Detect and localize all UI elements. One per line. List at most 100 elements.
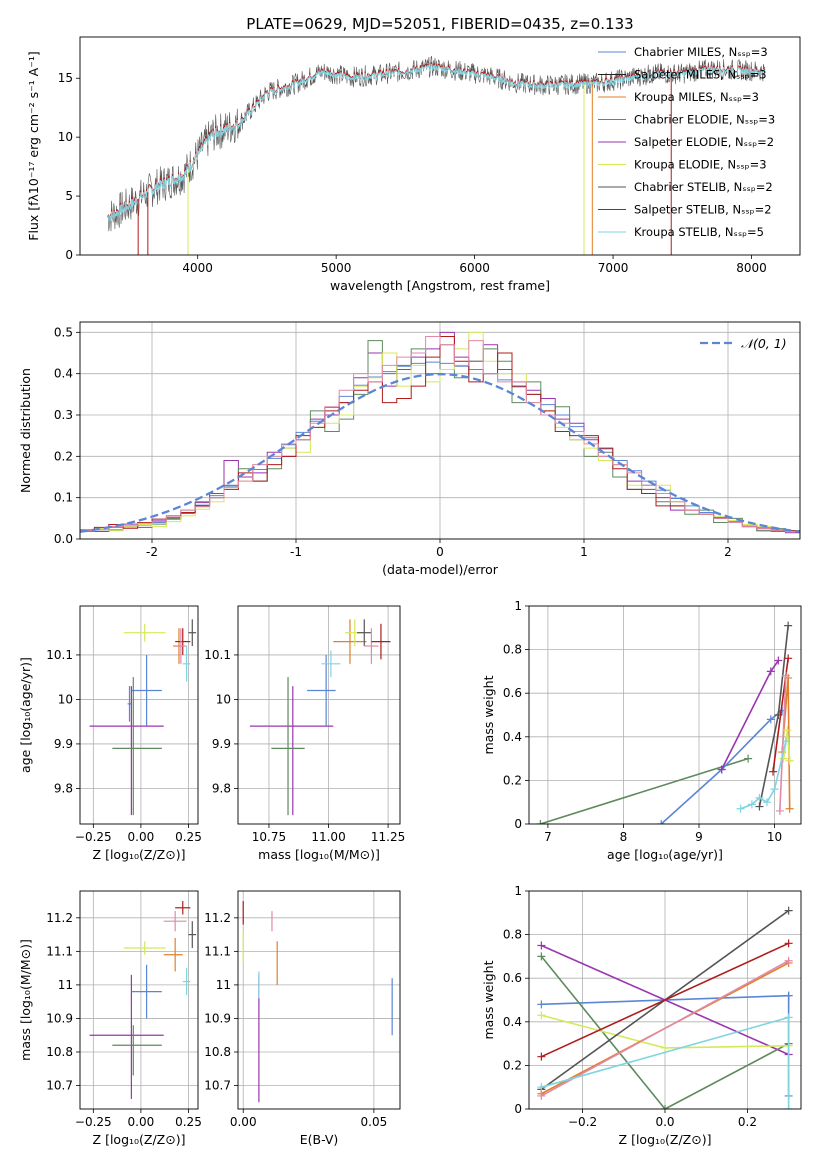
series-marker-kroupa_stelib [736, 804, 745, 813]
series-marker-kroupa_stelib [755, 793, 764, 802]
y-tick-label: 10.9 [46, 1011, 73, 1025]
series-marker-kroupa_stelib [763, 798, 771, 807]
axes-frame [79, 321, 801, 540]
series-marker-salpeter_elodie [717, 765, 726, 774]
y-tick-label: 9.9 [54, 737, 73, 751]
series-marker-salpeter_elodie [537, 941, 546, 950]
x-tick-label: 0.25 [175, 1115, 202, 1129]
series-marker-kroupa_stelib [770, 785, 779, 794]
y-tick-label: 10.8 [204, 1045, 231, 1059]
legend-label: Salpeter STELIB, Nₛₛₚ=2 [634, 203, 772, 217]
x-tick-label: 11.00 [311, 830, 345, 844]
series-marker-kroupa_stelib [784, 1105, 793, 1109]
series-marker-salpeter_stelib [784, 939, 793, 948]
x-axis-label: Z [log₁₀(Z/Z⊙)] [93, 1132, 186, 1147]
y-tick-label: 0 [514, 817, 522, 831]
series-line-chabrier_elodie [540, 955, 790, 1109]
plot-area [80, 606, 198, 824]
series-marker-kroupa_stelib [784, 1013, 793, 1022]
series-line-chabrier_elodie [540, 757, 749, 824]
x-tick-label: 4000 [182, 261, 213, 275]
series-marker-salpeter_stelib [784, 654, 793, 663]
plot-area [80, 322, 800, 539]
legend-label: Chabrier ELODIE, Nₛₛₚ=3 [634, 113, 775, 127]
plot-area [80, 891, 198, 1109]
axes-frame [79, 605, 199, 825]
x-axis-label: wavelength [Angstrom, rest frame] [330, 278, 550, 293]
y-tick-label: 0.6 [503, 686, 522, 700]
y-axis-label: mass weight [481, 675, 496, 754]
legend-label: Salpeter ELODIE, Nₛₛₚ=2 [634, 135, 774, 149]
y-tick-label: 0.2 [54, 449, 73, 463]
panel-mass_weight_vs_age: 7 8 9 10 0 0.2 0.4 0.6 0.8 1 age [log₁₀(age/yr)] ma… [481, 599, 802, 862]
y-tick-label: 0.0 [54, 532, 73, 546]
x-tick-label: 10.75 [252, 830, 286, 844]
spectrum-legend: Chabrier MILES, Nₛₛₚ=3 Salpeter MILES, Nₛ… [598, 45, 775, 239]
y-tick-label: 0.8 [503, 928, 522, 942]
x-axis-label: Z [log₁₀(Z/Z⊙)] [93, 847, 186, 862]
gaussian-curve [80, 372, 800, 533]
x-tick-label: 8 [620, 830, 628, 844]
series-marker-kroupa_miles [785, 804, 794, 813]
x-tick-label: 0.05 [361, 1115, 388, 1129]
y-tick-label: 11 [58, 978, 73, 992]
y-tick-label: 0.2 [503, 1058, 522, 1072]
y-axis-label: age [log₁₀(age/yr)] [18, 657, 33, 773]
legend-label: Chabrier STELIB, Nₛₛₚ=2 [634, 180, 773, 194]
series-marker-kroupa_stelib [781, 737, 790, 746]
y-tick-label: 0 [65, 248, 73, 262]
y-tick-label: 10.1 [204, 648, 231, 662]
x-tick-label: 7000 [598, 261, 629, 275]
axes-frame [79, 890, 199, 1110]
series-marker-kroupa_stelib [747, 800, 756, 809]
panel-residuals: -2 -1 0 1 2 0.0 0.1 0.2 0.3 0.4 0.5 (data-model)/er… [18, 321, 801, 577]
axes-frame [237, 605, 401, 825]
panel-mass_vs_z: −0.25 0.00 0.25 10.7 10.8 10.9 11 11.1 11.2 Z [lo… [18, 890, 202, 1147]
y-tick-label: 0.3 [54, 408, 73, 422]
y-tick-label: 11.1 [204, 944, 231, 958]
series-line-pink [540, 960, 790, 1097]
series-marker-chabrier_stelib [784, 906, 793, 915]
series-marker-chabrier_elodie [744, 754, 753, 763]
y-tick-label: 5 [65, 189, 73, 203]
y-tick-label: 1 [514, 884, 522, 898]
y-tick-label: 0.5 [54, 325, 73, 339]
series-marker-pink [537, 1091, 546, 1100]
histogram-pink [80, 335, 800, 539]
axes-frame [528, 605, 802, 825]
series-marker-chabrier_miles [657, 820, 666, 824]
x-tick-label: 0.00 [128, 830, 155, 844]
x-axis-label: Z [log₁₀(Z/Z⊙)] [619, 1132, 712, 1147]
x-tick-label: 11.25 [371, 830, 405, 844]
axes-frame [79, 36, 801, 256]
y-tick-label: 9.9 [212, 737, 231, 751]
series-marker-chabrier_elodie [536, 820, 545, 824]
y-axis-label: Flux [fλ10⁻¹⁷ erg cm⁻² s⁻¹ A⁻¹] [26, 51, 41, 240]
y-tick-label: 15 [58, 71, 73, 85]
y-tick-label: 9.8 [54, 781, 73, 795]
series-line-kroupa_stelib [541, 1016, 789, 1088]
x-axis-label: mass [log₁₀(M/M⊙)] [258, 847, 380, 862]
x-tick-label: 5000 [321, 261, 352, 275]
x-tick-label: 9 [695, 830, 703, 844]
series-marker-chabrier_stelib [755, 802, 764, 811]
series-marker-salpeter_elodie [774, 656, 783, 665]
x-tick-label: 10 [767, 830, 782, 844]
x-axis-label: E(B-V) [300, 1132, 339, 1147]
y-axis-label: mass [log₁₀(M/M⊙)] [18, 939, 33, 1061]
legend-label: 𝒩(0, 1) [741, 336, 787, 351]
series-marker-chabrier_elodie [537, 952, 546, 961]
y-tick-label: 11.1 [46, 944, 73, 958]
axes-frame [237, 890, 401, 1110]
x-tick-label: 1 [580, 545, 588, 559]
panel-mass_vs_ebv: 0.00 0.05 10.7 10.8 10.9 11 11.1 11.2 E(B-V) [204, 890, 401, 1147]
x-axis-label: (data-model)/error [382, 562, 499, 577]
panel-spectrum: 4000 5000 6000 7000 8000 0 5 10 15 wavelength [An… [26, 36, 801, 293]
series-marker-salpeter_stelib [769, 767, 778, 776]
series-marker-pink [775, 806, 784, 815]
x-tick-label: -1 [290, 545, 302, 559]
x-tick-label: -2 [146, 545, 158, 559]
y-tick-label: 11.2 [46, 911, 73, 925]
y-tick-label: 0.6 [503, 971, 522, 985]
